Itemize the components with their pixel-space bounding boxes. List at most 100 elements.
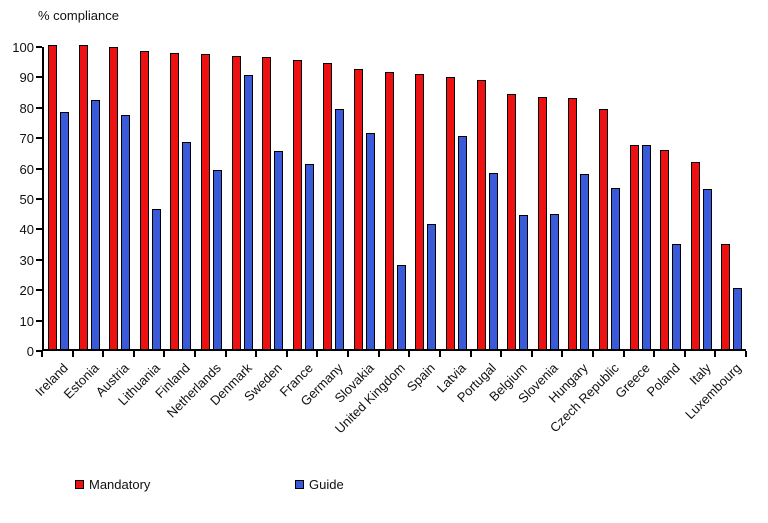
x-axis-tick-mark [285,351,288,357]
x-axis-tick-mark [683,351,686,357]
bar-guide-sweden [274,151,284,349]
bar-mandatory-luxembourg [721,244,731,349]
y-axis-tick-label: 100 [12,40,34,55]
bar-mandatory-austria [109,46,119,349]
y-axis-tick-mark [36,106,42,109]
y-axis-tick-mark [36,167,42,170]
bar-mandatory-slovenia [537,96,547,349]
x-axis-tick-mark [347,351,350,357]
y-axis-tick-mark [36,289,42,292]
bar-mandatory-ireland [48,45,57,349]
x-axis-tick-mark [377,351,380,357]
x-axis-tick-mark [132,351,135,357]
x-axis-tick-mark [561,351,564,357]
bar-guide-ireland [60,111,69,349]
y-axis-tick-label: 60 [19,161,34,177]
y-axis-tick-label: 30 [19,252,34,268]
x-axis-tick-mark [714,351,717,357]
bar-guide-austria [121,114,131,349]
bar-mandatory-denmark [231,55,241,349]
bar-guide-united-kingdom [396,265,406,349]
y-axis-tick-mark [36,258,42,261]
x-axis-tick-mark [591,351,594,357]
bar-guide-poland [672,244,682,349]
mandatory-swatch-icon [75,480,84,489]
x-axis-tick-mark [408,351,411,357]
legend-item-mandatory: Mandatory [75,477,150,492]
bar-guide-slovakia [366,133,376,349]
y-axis-tick-label: 90 [19,70,34,86]
bar-mandatory-greece [629,145,639,349]
bar-guide-netherlands [213,169,223,349]
x-axis-tick-mark [438,351,441,357]
x-axis-tick-mark [469,351,472,357]
y-axis-tick-mark [36,228,42,231]
bar-guide-france [304,163,314,349]
y-axis-tick-mark [36,350,42,352]
bar-guide-slovenia [549,213,559,349]
legend-item-guide: Guide [295,477,344,492]
x-axis-tick-mark [500,351,503,357]
bar-guide-germany [335,108,345,349]
x-axis-tick-mark [653,351,656,357]
bar-mandatory-estonia [78,45,88,349]
bar-mandatory-germany [323,63,333,349]
legend: Mandatory Guide [0,473,768,493]
bar-guide-hungary [580,174,590,349]
x-axis-tick-mark [316,351,319,357]
bar-mandatory-united-kingdom [384,72,394,349]
bar-mandatory-finland [170,52,180,349]
bar-mandatory-slovakia [354,69,364,349]
chart-title: % compliance [38,8,119,23]
bar-mandatory-sweden [262,57,272,349]
bar-mandatory-france [292,60,302,349]
y-axis-tick-label: 40 [19,222,34,238]
plot-area [42,45,746,351]
y-axis-tick-label: 50 [19,192,34,207]
bar-mandatory-italy [690,162,700,349]
bar-guide-denmark [243,75,253,349]
y-axis-tick-mark [36,46,42,48]
bar-guide-portugal [488,172,498,349]
x-axis-tick-mark [530,351,533,357]
bar-guide-lithuania [151,209,161,349]
y-axis-tick-label: 10 [19,313,34,329]
bar-mandatory-spain [415,73,425,349]
bar-mandatory-lithuania [139,51,149,349]
bar-guide-luxembourg [733,288,743,349]
bar-mandatory-hungary [568,98,578,349]
x-axis-tick-mark [224,351,227,357]
y-axis-tick-mark [36,319,42,322]
x-axis-tick-mark [71,351,74,357]
guide-swatch-icon [295,480,304,489]
bar-guide-finland [182,142,192,349]
y-axis-tick-label: 20 [19,283,34,299]
bar-mandatory-belgium [507,93,517,349]
x-axis-tick-mark [194,351,197,357]
bar-guide-belgium [519,215,529,349]
bar-mandatory-czech-republic [598,108,608,349]
x-axis-tick-mark [102,351,105,357]
legend-label-mandatory: Mandatory [89,477,151,492]
x-axis-tick-mark [745,351,747,357]
bar-mandatory-latvia [445,76,455,349]
bar-guide-italy [702,189,712,349]
y-axis-tick-label: 70 [19,131,34,147]
x-axis-tick-mark [622,351,625,357]
bar-mandatory-portugal [476,79,486,349]
y-axis-tick-label: 0 [26,344,34,359]
bar-guide-spain [427,224,437,349]
y-axis-tick-label: 80 [19,100,34,116]
bar-guide-greece [641,145,651,349]
bar-guide-czech-republic [610,187,620,349]
y-axis-tick-mark [36,198,42,200]
bar-guide-latvia [457,136,467,349]
x-axis-tick-mark [255,351,258,357]
y-axis-tick-mark [36,137,42,140]
x-axis-tick-mark [41,351,43,357]
bar-guide-estonia [90,99,100,349]
legend-label-guide: Guide [309,477,344,492]
y-axis-tick-mark [36,76,42,79]
bar-mandatory-netherlands [201,54,211,349]
